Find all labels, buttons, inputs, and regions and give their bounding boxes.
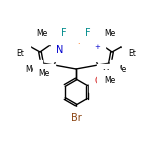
Text: Me: Me <box>104 29 116 38</box>
Text: N: N <box>88 45 96 55</box>
Text: Br: Br <box>71 113 81 123</box>
Text: Me: Me <box>38 69 50 78</box>
Text: F: F <box>85 28 91 38</box>
Text: Et: Et <box>128 48 136 57</box>
Text: Et: Et <box>16 48 24 57</box>
Text: −: − <box>77 41 83 47</box>
Text: B: B <box>72 42 80 52</box>
Text: Me: Me <box>25 66 37 74</box>
Text: F: F <box>61 28 67 38</box>
Text: Me: Me <box>36 29 48 38</box>
Text: +: + <box>94 44 100 50</box>
Text: Me: Me <box>105 76 116 85</box>
Text: O: O <box>94 76 102 86</box>
Text: N: N <box>56 45 64 55</box>
Text: Me: Me <box>115 66 127 74</box>
Text: Me: Me <box>102 69 114 78</box>
